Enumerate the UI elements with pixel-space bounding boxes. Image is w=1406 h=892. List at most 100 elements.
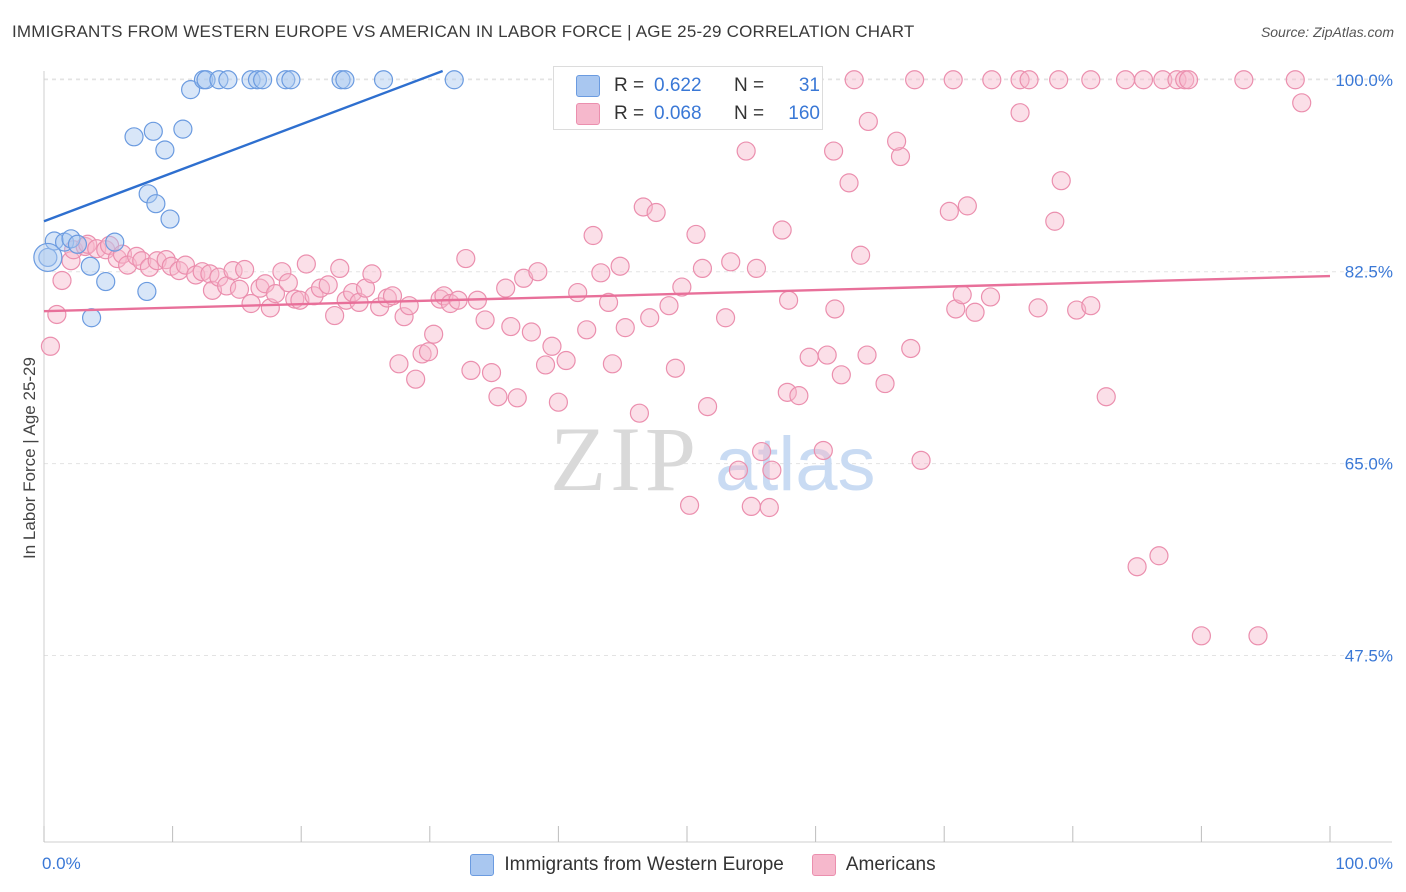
data-point xyxy=(47,304,67,325)
data-point xyxy=(686,224,706,245)
legend-r-label: R = xyxy=(614,75,645,96)
x-tick-label: 0.0% xyxy=(42,854,81,873)
data-point xyxy=(715,308,736,328)
data-point xyxy=(146,194,166,214)
data-point xyxy=(831,365,851,385)
data-point xyxy=(839,173,859,193)
data-point xyxy=(418,342,439,362)
data-point xyxy=(901,338,921,359)
data-point xyxy=(980,287,1001,307)
data-point xyxy=(646,202,666,223)
data-point xyxy=(81,308,102,328)
data-point xyxy=(762,460,782,480)
data-point xyxy=(982,70,1002,90)
watermark-zip: ZIP xyxy=(550,408,700,510)
data-point xyxy=(817,345,837,365)
data-point xyxy=(1096,387,1116,407)
tick-labels: 47.5% 65.0% 82.5% 100.0% 0.0% 100.0% xyxy=(42,71,1393,873)
data-point xyxy=(241,293,261,314)
data-point xyxy=(939,201,959,221)
watermark-atlas: atlas xyxy=(715,422,876,507)
data-point xyxy=(602,354,623,374)
data-point xyxy=(851,245,871,265)
data-point xyxy=(1028,298,1048,318)
data-point xyxy=(173,119,193,139)
data-point xyxy=(1115,70,1136,90)
data-point xyxy=(736,141,756,161)
legend-n-value: 160 xyxy=(788,103,820,124)
data-point xyxy=(181,80,201,100)
data-point xyxy=(265,284,286,304)
data-point xyxy=(1049,70,1069,90)
watermark: ZIP atlas xyxy=(550,408,876,510)
trend-lines xyxy=(43,69,1331,313)
data-point xyxy=(38,247,58,268)
data-point xyxy=(659,296,679,316)
bottom-legend-swatch-blue xyxy=(470,854,495,876)
data-point xyxy=(132,251,152,271)
data-point xyxy=(325,305,345,326)
y-tick-label: 47.5% xyxy=(1345,647,1393,666)
data-point xyxy=(728,460,749,480)
data-point xyxy=(542,336,562,356)
data-point xyxy=(1127,557,1147,577)
data-point xyxy=(156,250,176,270)
legend-n-value: 31 xyxy=(798,75,820,96)
data-point xyxy=(952,285,972,305)
data-point xyxy=(665,358,686,378)
legend-row-americans: R = 0.068 N = 160 xyxy=(576,101,820,127)
data-point xyxy=(488,387,508,407)
data-point xyxy=(1067,300,1087,320)
data-point xyxy=(67,234,88,254)
data-point xyxy=(444,70,464,90)
legend-r-value: 0.622 xyxy=(654,75,702,96)
chart-title: IMMIGRANTS FROM WESTERN EUROPE VS AMERIC… xyxy=(12,22,915,41)
data-point xyxy=(80,256,100,276)
data-point xyxy=(394,307,414,327)
data-point xyxy=(362,264,382,284)
data-point xyxy=(355,278,376,298)
bottom-legend-swatch-pink xyxy=(811,854,836,876)
data-point xyxy=(679,495,700,515)
data-point xyxy=(218,70,238,90)
data-point xyxy=(330,258,350,279)
data-point xyxy=(272,262,292,282)
data-point xyxy=(481,363,502,383)
data-point xyxy=(946,299,966,319)
data-point xyxy=(1045,211,1065,231)
y-tick-label: 65.0% xyxy=(1345,455,1393,474)
data-point xyxy=(501,316,521,337)
y-axis-label: In Labor Force | Age 25-29 xyxy=(20,357,39,559)
data-point xyxy=(778,290,799,310)
bottom-legend-label: Americans xyxy=(845,854,936,875)
data-point xyxy=(813,440,833,461)
data-point xyxy=(105,232,125,252)
legend-swatch-blue xyxy=(576,75,600,97)
data-point xyxy=(1010,103,1030,123)
data-point xyxy=(296,254,316,274)
data-point xyxy=(535,355,556,375)
axes xyxy=(43,71,1392,843)
data-point xyxy=(138,184,158,204)
data-point xyxy=(583,225,603,246)
legend-r-label: R = xyxy=(614,103,645,124)
data-point xyxy=(247,70,268,90)
data-point xyxy=(857,345,877,365)
data-point xyxy=(591,263,611,283)
x-tick-label: 100.0% xyxy=(1335,854,1393,873)
data-point xyxy=(799,347,819,367)
data-point xyxy=(1019,70,1039,90)
bottom-legend-americans: Americans xyxy=(811,854,936,876)
data-point xyxy=(1248,626,1268,646)
data-point xyxy=(1285,70,1305,90)
data-point xyxy=(475,310,495,330)
grid-lines xyxy=(44,78,1390,657)
data-point xyxy=(276,70,296,90)
legend-n-label: N = xyxy=(734,75,765,96)
data-point xyxy=(155,140,175,160)
data-point xyxy=(697,396,718,417)
data-point xyxy=(373,70,394,90)
data-point xyxy=(514,268,534,288)
data-point xyxy=(96,271,116,292)
